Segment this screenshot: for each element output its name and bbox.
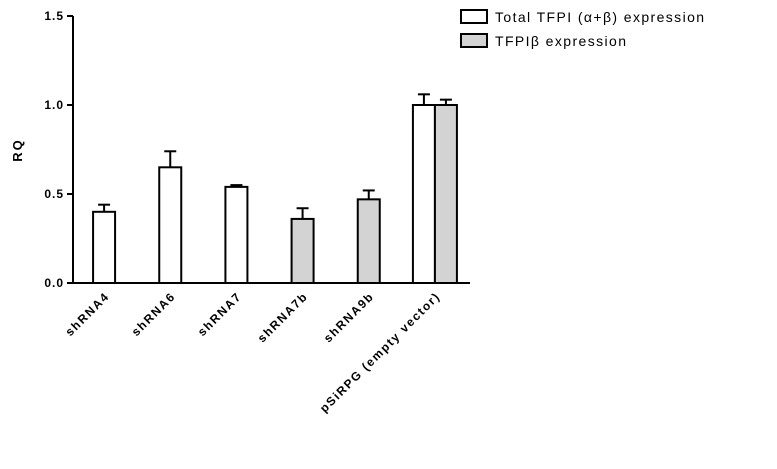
- y-tick-label: 0.0: [44, 276, 64, 290]
- x-category-label: pSiRPG (empty vector): [317, 289, 443, 415]
- x-category-label: shRNA9b: [321, 289, 377, 345]
- legend-label: Total TFPI (α+β) expression: [495, 9, 705, 25]
- legend-swatch: [460, 9, 488, 24]
- x-category-label: shRNA4: [63, 289, 113, 339]
- y-tick-label: 1.5: [44, 9, 64, 23]
- y-axis-title: RQ: [10, 138, 25, 162]
- y-tick-label: 0.5: [44, 187, 64, 201]
- y-tick-label: 1.0: [44, 98, 64, 112]
- legend: Total TFPI (α+β) expression TFPIβ express…: [460, 9, 705, 49]
- bar: [433, 104, 458, 284]
- bar: [224, 185, 249, 285]
- x-category-label: shRNA7b: [255, 289, 311, 345]
- bar: [290, 217, 315, 284]
- bar: [411, 104, 436, 284]
- legend-label: TFPIβ expression: [495, 33, 627, 49]
- bar: [92, 210, 117, 284]
- bar: [158, 166, 183, 284]
- x-category-label: shRNA7: [195, 289, 245, 339]
- legend-swatch: [460, 33, 488, 48]
- y-axis-ticks: 0.0 0.5 1.0 1.5: [44, 9, 73, 290]
- bar: [356, 198, 381, 284]
- x-category-label: shRNA6: [129, 289, 179, 339]
- plot-area: [92, 93, 458, 285]
